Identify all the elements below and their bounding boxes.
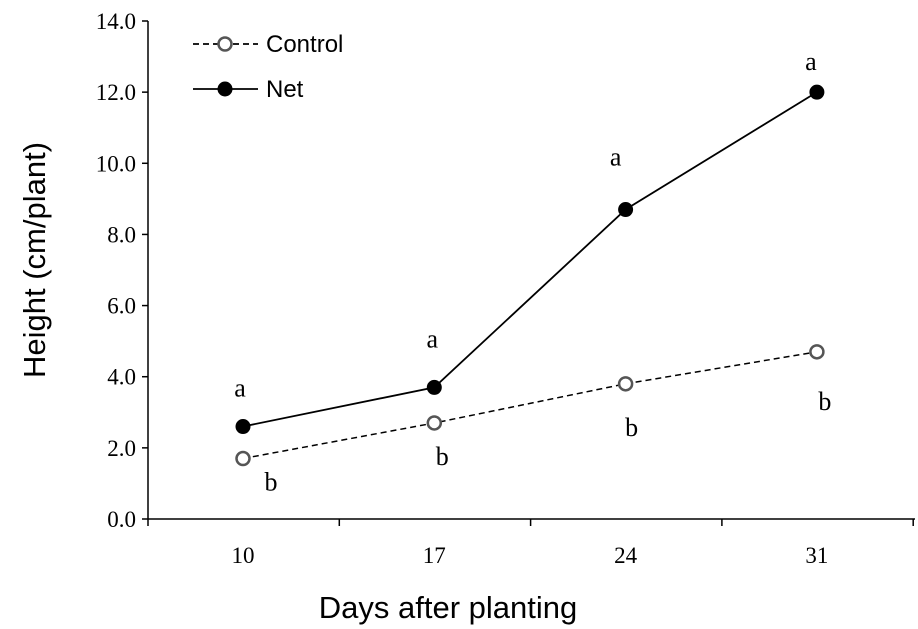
x-axis-title: Days after planting <box>319 590 577 625</box>
series: b b b b a a a a <box>234 47 831 496</box>
series-line <box>242 91 818 428</box>
data-point <box>809 344 825 360</box>
x-tick-label: 10 <box>232 543 255 568</box>
significance-label: a <box>234 374 246 403</box>
significance-label: b <box>436 442 449 471</box>
data-point <box>426 415 443 431</box>
x-tick-label: 24 <box>614 543 638 568</box>
y-tick-label: 6.0 <box>107 294 136 319</box>
data-point <box>426 379 442 395</box>
legend-marker <box>217 36 233 52</box>
significance-label: b <box>265 468 278 497</box>
significance-label: a <box>805 47 817 76</box>
x-tick-label: 31 <box>805 543 828 568</box>
legend-item-net: Net <box>193 76 304 103</box>
significance-label: b <box>625 413 638 442</box>
legend-label: Control <box>266 31 343 58</box>
series-control: b b b b <box>235 344 831 497</box>
data-point <box>618 202 634 218</box>
series-line <box>242 351 818 460</box>
legend: Control Net <box>193 31 343 103</box>
legend-item-control: Control <box>193 31 343 58</box>
x-tick-label: 17 <box>423 543 446 568</box>
y-tick-label: 12.0 <box>96 80 136 105</box>
y-tick-label: 8.0 <box>107 222 136 247</box>
significance-label: a <box>610 143 622 172</box>
y-tick-label: 14.0 <box>96 9 136 34</box>
y-axis-ticks: 0.0 2.0 4.0 6.0 8.0 10.0 12.0 14.0 <box>96 9 148 532</box>
series-net: a a a a <box>234 47 825 435</box>
significance-label: b <box>818 387 831 416</box>
y-tick-label: 4.0 <box>107 365 136 390</box>
data-point <box>809 84 825 100</box>
legend-label: Net <box>266 76 304 103</box>
y-tick-label: 2.0 <box>107 436 136 461</box>
y-tick-label: 0.0 <box>107 507 136 532</box>
data-point <box>235 450 251 467</box>
x-axis-ticks: 10 17 24 31 <box>147 519 914 568</box>
y-tick-label: 10.0 <box>96 151 136 176</box>
axes: 0.0 2.0 4.0 6.0 8.0 10.0 12.0 14.0 10 17 24 31 <box>96 9 915 568</box>
y-axis-title: Height (cm/plant) <box>17 142 52 378</box>
data-point <box>617 376 634 392</box>
legend-marker <box>217 81 233 97</box>
data-point <box>235 419 251 435</box>
significance-label: a <box>427 324 439 353</box>
